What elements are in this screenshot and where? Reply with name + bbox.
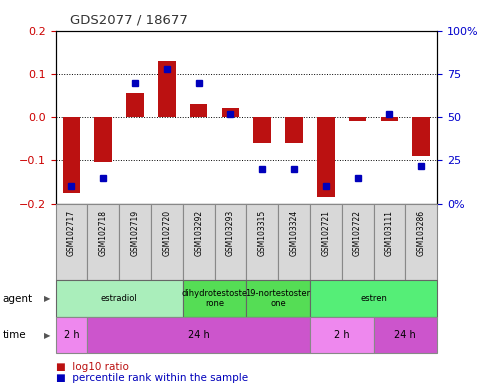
- Text: GSM103324: GSM103324: [289, 210, 298, 256]
- Bar: [151, 204, 183, 280]
- Bar: [87, 317, 310, 353]
- Bar: [373, 204, 405, 280]
- Text: estradiol: estradiol: [101, 294, 138, 303]
- Text: GSM102717: GSM102717: [67, 210, 76, 256]
- Bar: [373, 317, 437, 353]
- Text: ▶: ▶: [44, 294, 51, 303]
- Bar: [246, 280, 310, 317]
- Text: GSM103286: GSM103286: [417, 210, 426, 256]
- Bar: [56, 317, 87, 353]
- Bar: [63, 117, 80, 193]
- Bar: [310, 317, 373, 353]
- Bar: [412, 117, 430, 156]
- Text: agent: agent: [2, 293, 32, 304]
- Bar: [95, 117, 112, 162]
- Bar: [317, 117, 335, 197]
- Bar: [342, 204, 373, 280]
- Bar: [349, 117, 367, 121]
- Bar: [310, 280, 437, 317]
- Text: GSM102720: GSM102720: [162, 210, 171, 256]
- Text: 24 h: 24 h: [395, 330, 416, 340]
- Bar: [158, 61, 176, 117]
- Bar: [56, 280, 183, 317]
- Bar: [246, 204, 278, 280]
- Bar: [56, 204, 87, 280]
- Bar: [214, 204, 246, 280]
- Text: 19-nortestoster
one: 19-nortestoster one: [245, 289, 311, 308]
- Bar: [87, 204, 119, 280]
- Text: ▶: ▶: [44, 331, 51, 339]
- Bar: [254, 117, 271, 143]
- Bar: [405, 204, 437, 280]
- Text: GSM103315: GSM103315: [258, 210, 267, 256]
- Bar: [278, 204, 310, 280]
- Bar: [126, 93, 144, 117]
- Bar: [381, 117, 398, 121]
- Bar: [285, 117, 303, 143]
- Bar: [183, 204, 214, 280]
- Text: GSM103292: GSM103292: [194, 210, 203, 256]
- Bar: [190, 104, 207, 117]
- Text: 24 h: 24 h: [188, 330, 210, 340]
- Bar: [119, 204, 151, 280]
- Text: ■  log10 ratio: ■ log10 ratio: [56, 362, 128, 372]
- Text: dihydrotestoste
rone: dihydrotestoste rone: [182, 289, 248, 308]
- Text: time: time: [2, 330, 26, 340]
- Text: 2 h: 2 h: [64, 330, 79, 340]
- Text: GSM103293: GSM103293: [226, 210, 235, 256]
- Text: GSM102722: GSM102722: [353, 210, 362, 256]
- Text: 2 h: 2 h: [334, 330, 350, 340]
- Text: GDS2077 / 18677: GDS2077 / 18677: [70, 14, 188, 27]
- Bar: [310, 204, 342, 280]
- Text: GSM102719: GSM102719: [130, 210, 140, 256]
- Text: GSM103111: GSM103111: [385, 210, 394, 256]
- Text: GSM102718: GSM102718: [99, 210, 108, 256]
- Text: ■  percentile rank within the sample: ■ percentile rank within the sample: [56, 373, 248, 383]
- Bar: [222, 109, 239, 117]
- Text: estren: estren: [360, 294, 387, 303]
- Bar: [183, 280, 246, 317]
- Text: GSM102721: GSM102721: [321, 210, 330, 256]
